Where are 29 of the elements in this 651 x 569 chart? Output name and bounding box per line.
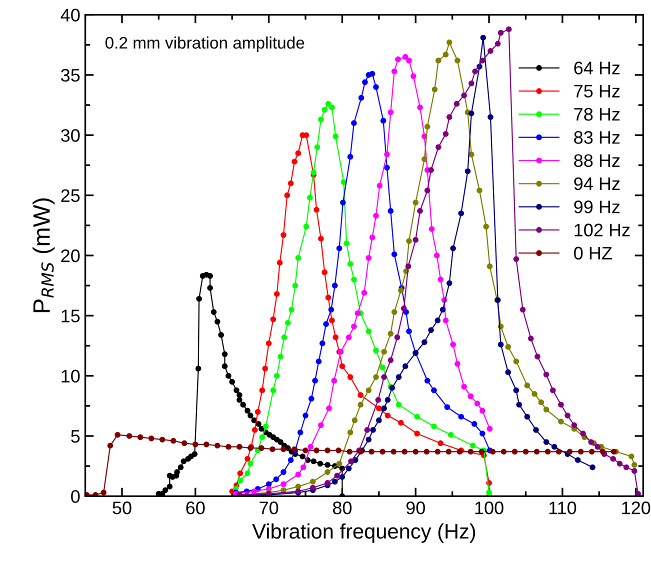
y-tick-label: 40 (60, 8, 80, 22)
y-tick-label: 5 (71, 430, 80, 443)
legend-label: 102 Hz (574, 224, 630, 236)
x-tick-label: 110 (549, 502, 576, 514)
x-tick-label: 100 (475, 502, 504, 514)
y-axis-title: P$_{RMS}$ (mW) (32, 198, 55, 312)
legend-label: 78 Hz (574, 108, 620, 121)
y-tick-label: 15 (62, 310, 80, 322)
annotation: 0.2 mm vibration amplitude (105, 36, 304, 52)
y-tick-label: 20 (61, 249, 80, 262)
x-tick-label: 90 (406, 502, 425, 514)
legend-label: 99 Hz (574, 200, 620, 214)
y-tick-label: 35 (61, 68, 80, 82)
x-tick-label: 80 (332, 502, 352, 514)
x-tick-label: 50 (112, 502, 132, 514)
legend-label: 0 HZ (574, 246, 612, 260)
legend-label: 88 Hz (574, 154, 620, 167)
x-axis-title: Vibration frequency (Hz) (252, 523, 476, 543)
x-tick-label: 120 (622, 502, 650, 514)
legend-label: 75 Hz (574, 84, 620, 98)
y-tick-label: 30 (61, 129, 80, 142)
x-tick-label: 60 (186, 502, 205, 514)
legend-label: 94 Hz (574, 177, 620, 190)
legend-label: 83 Hz (574, 131, 620, 144)
legend-label: 64 Hz (574, 62, 620, 74)
y-tick-label: 0 (71, 490, 80, 503)
y-tick-label: 10 (62, 370, 80, 383)
y-tick-label: 25 (61, 189, 80, 202)
x-tick-label: 70 (260, 502, 278, 514)
